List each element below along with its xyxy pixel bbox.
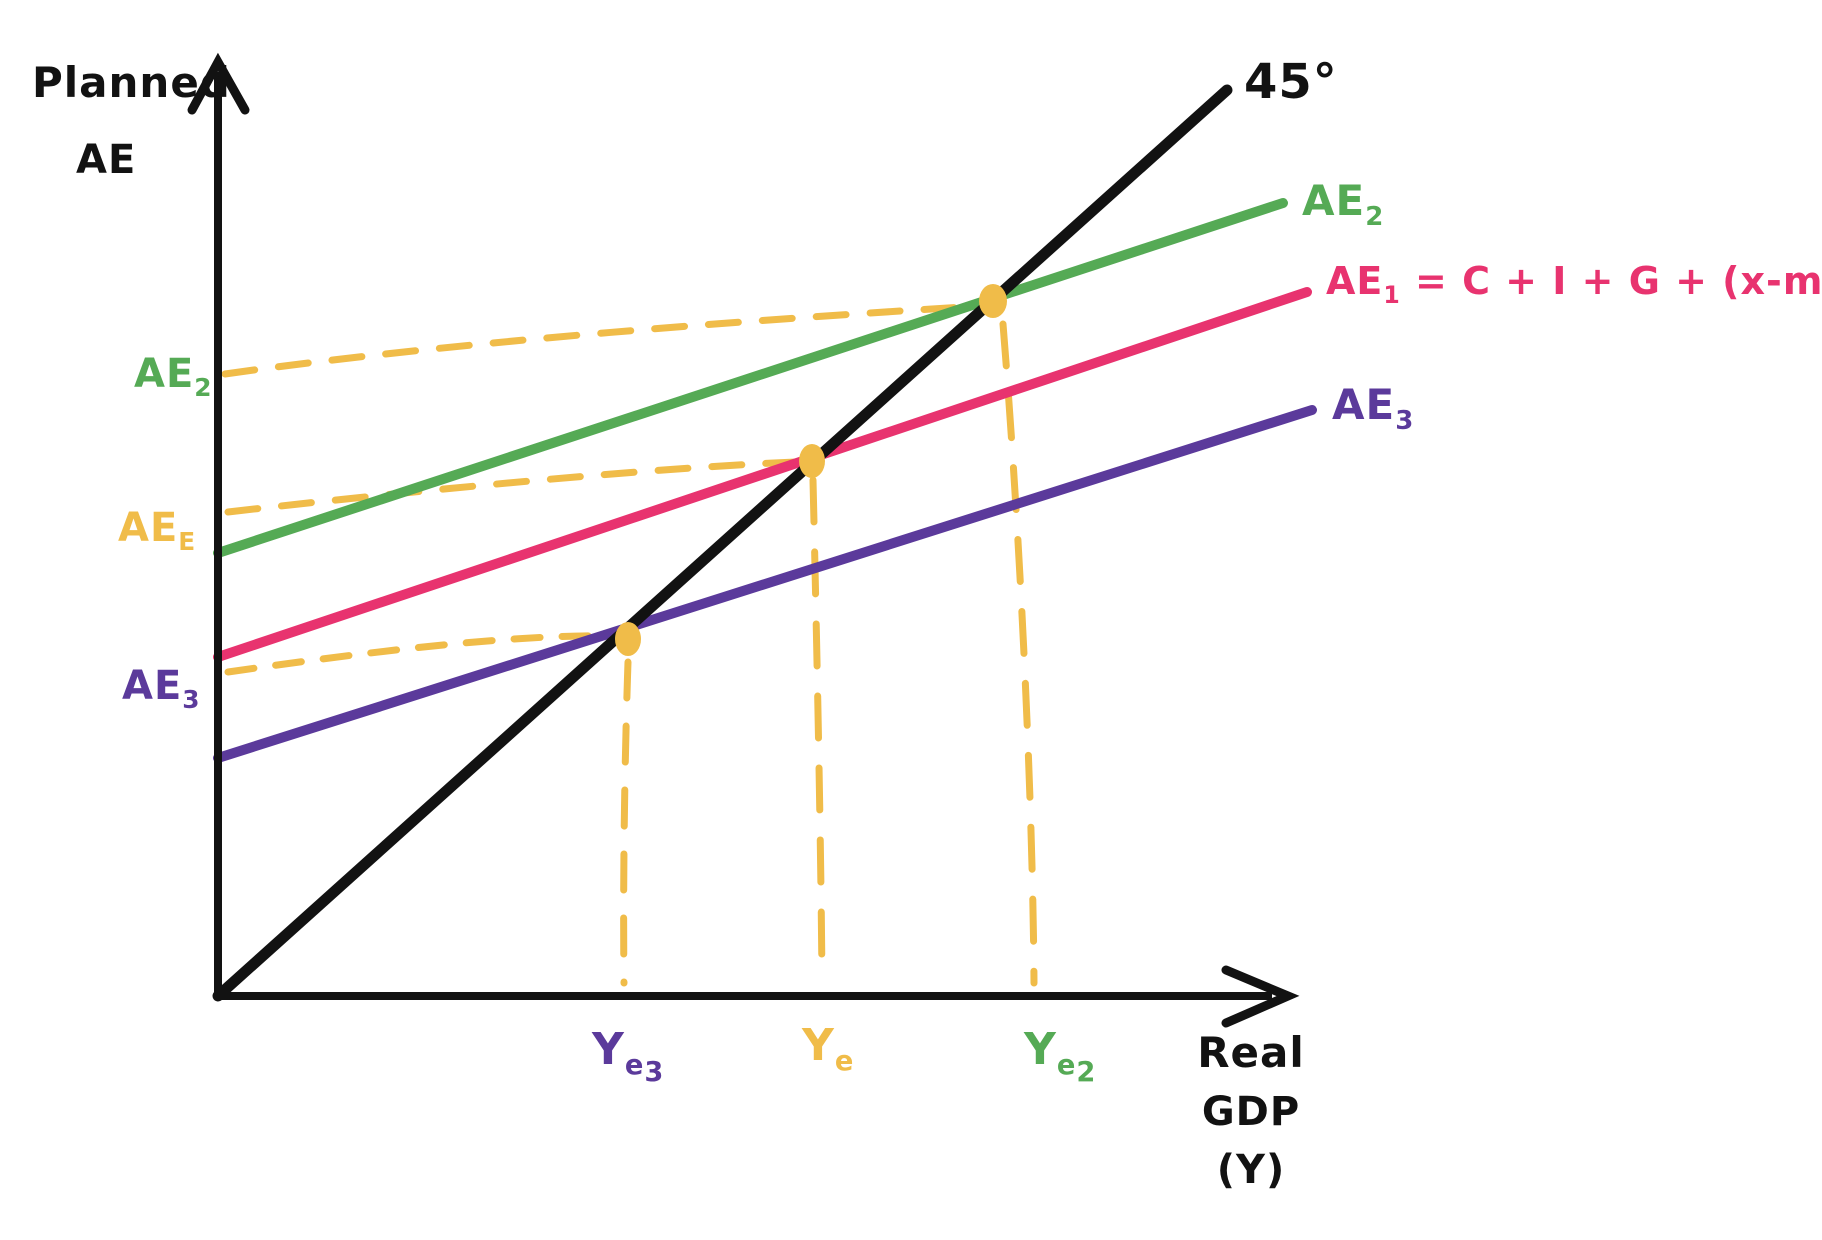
ye3-axis-label-main: Y bbox=[592, 1024, 625, 1075]
x-axis-title-line3: (Y) bbox=[1216, 1147, 1286, 1193]
ae3-intercept-main: AE bbox=[122, 663, 183, 709]
ae3-curve-label-main: AE bbox=[1332, 380, 1396, 429]
ae2-curve-label-sub: 2 bbox=[1365, 201, 1385, 232]
45-degree-label: 45° bbox=[1244, 54, 1338, 110]
ae2-intercept-sub: 2 bbox=[194, 373, 213, 403]
ye-axis-label-sub: e bbox=[834, 1046, 855, 1078]
aee-intercept-main: AE bbox=[118, 505, 179, 551]
equilibrium-dot-ye2 bbox=[979, 284, 1007, 318]
aee-intercept-label: AEE bbox=[118, 505, 196, 554]
ae1-line bbox=[213, 287, 1312, 662]
guide-vertical-ye bbox=[809, 476, 826, 987]
guide-horizontal-ye bbox=[224, 458, 800, 516]
ae1-curve-label-sub: 1 bbox=[1383, 280, 1401, 309]
equilibrium-dot-ye bbox=[799, 444, 825, 478]
x-axis-title-line1: Real bbox=[1197, 1028, 1305, 1077]
ae3-intercept-sub: 3 bbox=[182, 685, 201, 715]
ye-axis-label-main: Y bbox=[802, 1020, 835, 1071]
ye3-axis-label-sub: e bbox=[624, 1050, 645, 1082]
ye2-axis-label: Ye2 bbox=[1024, 1028, 1096, 1087]
ae2-intercept-label: AE2 bbox=[134, 351, 213, 400]
ye2-axis-label-main: Y bbox=[1024, 1024, 1057, 1075]
ye-axis-label: Ye bbox=[802, 1024, 854, 1076]
ae2-intercept-main: AE bbox=[134, 351, 195, 397]
ae1-curve-label-equation: = C + I + G + (x-m) bbox=[1415, 259, 1822, 303]
ae2-curve-label-main: AE bbox=[1302, 176, 1366, 225]
ye2-axis-label-sub: e bbox=[1056, 1050, 1077, 1082]
x-axis-title-line2: GDP bbox=[1201, 1089, 1301, 1135]
ae2-curve-label: AE2 bbox=[1302, 180, 1384, 230]
aee-intercept-sub: E bbox=[178, 527, 197, 557]
guide-horizontal-ye2 bbox=[221, 302, 984, 378]
45-degree-line bbox=[212, 84, 1233, 1002]
y-axis-arrowhead bbox=[187, 52, 250, 115]
y-axis-title-line1: Planned bbox=[32, 58, 231, 107]
x-axis-arrowhead bbox=[1221, 965, 1300, 1028]
guide-vertical-ye2 bbox=[999, 320, 1038, 987]
guide-horizontal-ye3 bbox=[224, 632, 618, 676]
guide-vertical-ye3 bbox=[620, 658, 632, 987]
ye2-axis-label-subsub: 2 bbox=[1076, 1056, 1097, 1088]
ae3-curve-label: AE3 bbox=[1332, 384, 1414, 434]
ae3-curve-label-sub: 3 bbox=[1395, 405, 1415, 436]
y-axis-title-line2: AE bbox=[76, 137, 137, 183]
ae1-curve-label: AE1 = C + I + G + (x-m) bbox=[1326, 259, 1822, 307]
ye3-axis-label-subsub: 3 bbox=[644, 1056, 665, 1088]
ae3-intercept-label: AE3 bbox=[122, 663, 201, 712]
ae3-line bbox=[213, 405, 1317, 763]
ae2-line bbox=[213, 198, 1288, 558]
ye3-axis-label: Ye3 bbox=[592, 1028, 664, 1087]
ae1-curve-label-main: AE bbox=[1326, 259, 1384, 303]
equilibrium-dot-ye3 bbox=[615, 622, 641, 656]
